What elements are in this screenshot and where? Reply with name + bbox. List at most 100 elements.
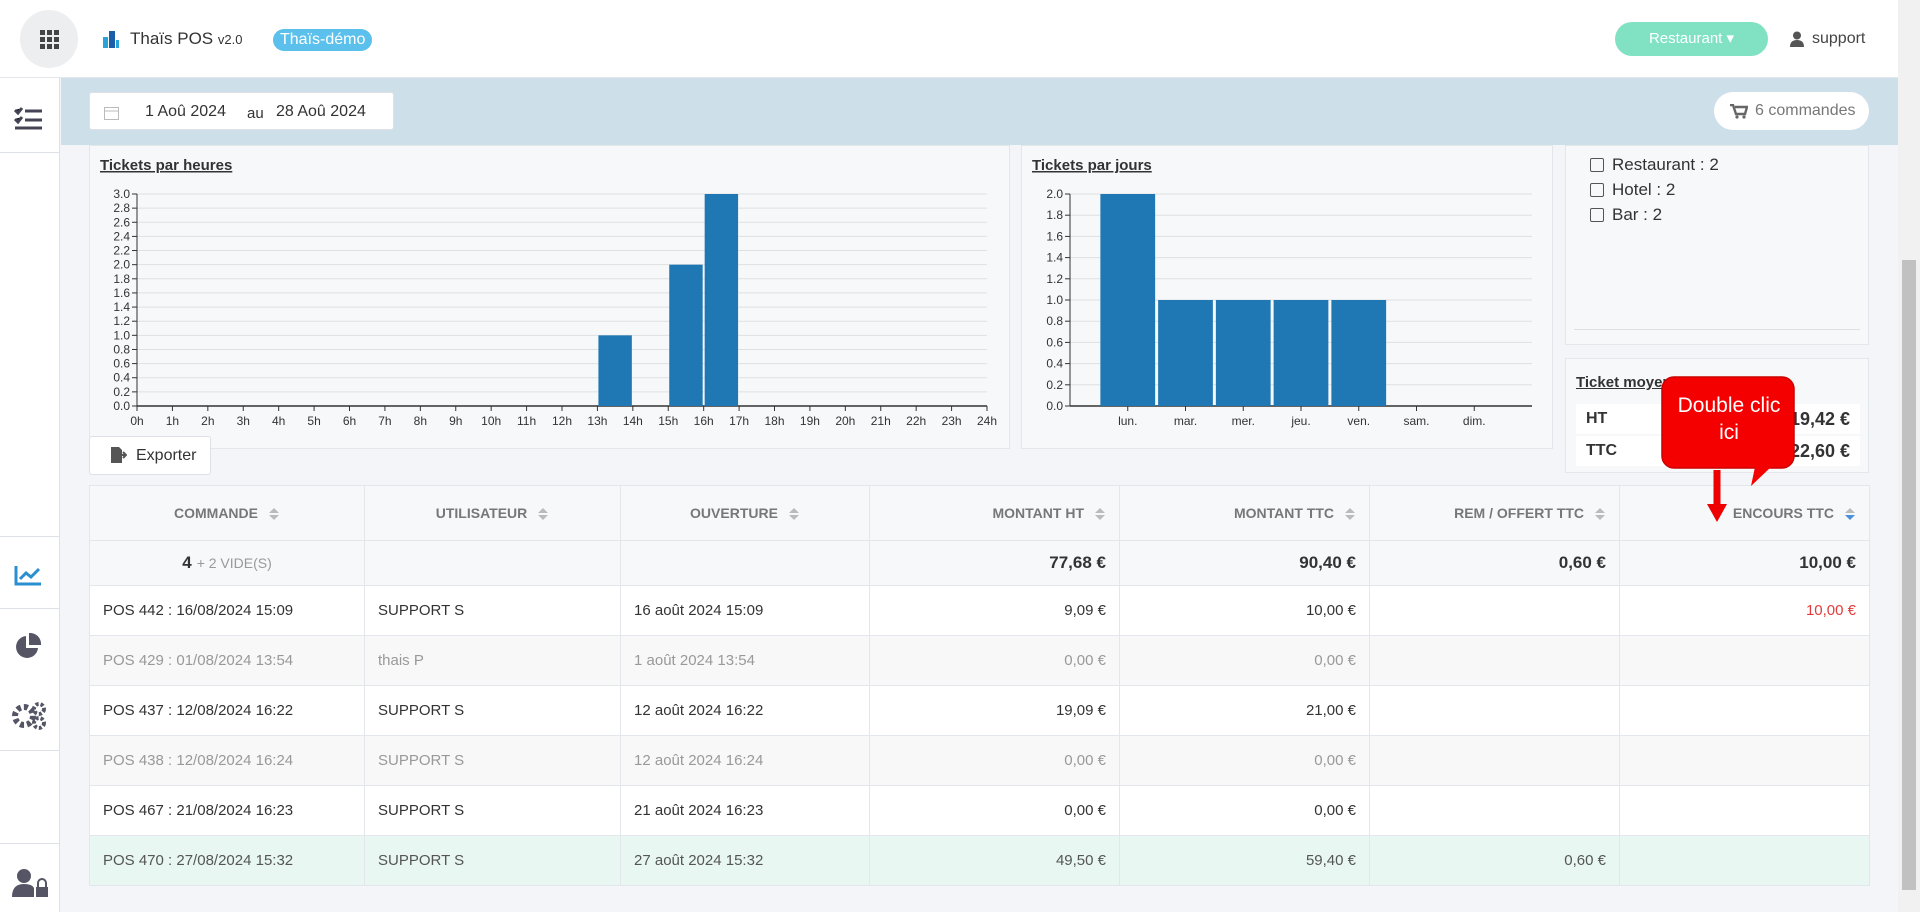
- cell: 16 août 2024 15:09: [620, 585, 870, 636]
- sort-down: [1095, 515, 1105, 521]
- bar: [1158, 300, 1213, 406]
- date-range[interactable]: 1 Aoû 2024 au 28 Aoû 2024: [89, 92, 394, 130]
- header-label: MONTANT TTC: [1233, 504, 1334, 521]
- export-label: Exporter: [136, 447, 197, 464]
- restaurant-button[interactable]: Restaurant ▾: [1615, 22, 1768, 56]
- filter-label: Bar : 2: [1612, 204, 1663, 224]
- cell: POS 467 : 21/08/2024 16:23: [89, 785, 365, 836]
- cell: 9,09 €: [869, 585, 1120, 636]
- cell: [1619, 735, 1870, 786]
- column-header[interactable]: REM / OFFERT TTC: [1369, 485, 1620, 541]
- cell: SUPPORT S: [364, 735, 621, 786]
- column-header[interactable]: MONTANT HT: [869, 485, 1120, 541]
- ticket-value: 22,60 €: [1789, 441, 1850, 461]
- cell: POS 438 : 12/08/2024 16:24: [89, 735, 365, 786]
- order-row[interactable]: POS 467 : 21/08/2024 16:23 SUPPORT S 21 ao…: [89, 785, 1870, 836]
- restaurant-label: Restaurant: [1648, 30, 1723, 47]
- x-tick-label: 14h: [623, 414, 643, 428]
- cell: [1619, 785, 1870, 836]
- x-tick-label: lun.: [1118, 414, 1137, 428]
- filter-option[interactable]: Hotel : 2: [1590, 177, 1719, 202]
- version: v2.0: [217, 32, 243, 47]
- ticket-label: HT: [1586, 410, 1608, 427]
- y-tick-label: 1.0: [113, 328, 130, 342]
- header-label: COMMANDE: [174, 504, 258, 521]
- sort-icon: [538, 508, 549, 521]
- order-row[interactable]: POS 438 : 12/08/2024 16:24 SUPPORT S 12 ao…: [89, 735, 1870, 786]
- checkbox[interactable]: [1590, 207, 1604, 222]
- sort-icon: [1595, 508, 1605, 521]
- sort-icon: [269, 508, 279, 521]
- x-tick-label: 3h: [237, 414, 250, 428]
- user-name[interactable]: support: [1812, 30, 1866, 47]
- cell: 49,50 €: [869, 835, 1120, 886]
- apps-button[interactable]: [20, 10, 78, 68]
- column-header[interactable]: MONTANT TTC: [1119, 485, 1370, 541]
- x-tick-label: 0h: [130, 414, 143, 428]
- summary-empty: + 2 VIDE(S): [196, 555, 272, 571]
- scroll-thumb[interactable]: [1902, 260, 1916, 890]
- sidebar: [0, 78, 60, 912]
- column-header[interactable]: COMMANDE: [89, 485, 365, 541]
- cell: 1 août 2024 13:54: [620, 635, 870, 686]
- cell: 0,60 €: [1369, 835, 1620, 886]
- x-tick-label: 6h: [343, 414, 356, 428]
- y-tick-label: 2.6: [113, 215, 130, 229]
- y-tick-label: 0.0: [113, 399, 130, 413]
- summary-cell: 0,60 €: [1369, 540, 1620, 586]
- ticket-value: 19,42 €: [1789, 409, 1850, 429]
- x-tick-label: 16h: [694, 414, 714, 428]
- export-button[interactable]: Exporter: [89, 436, 211, 475]
- y-tick-label: 1.2: [1046, 272, 1063, 286]
- cell: 12 août 2024 16:24: [620, 735, 870, 786]
- y-tick-label: 1.8: [1046, 208, 1063, 222]
- sort-up: [269, 508, 279, 514]
- sort-up: [1345, 508, 1355, 514]
- order-row[interactable]: POS 442 : 16/08/2024 15:09 SUPPORT S 16 ao…: [89, 585, 1870, 636]
- column-header[interactable]: UTILISATEUR: [364, 485, 621, 541]
- x-tick-label: 20h: [835, 414, 855, 428]
- y-tick-label: 1.6: [1046, 229, 1063, 243]
- sort-down: [1345, 515, 1355, 521]
- bar: [1215, 300, 1271, 406]
- y-tick-label: 0.4: [113, 371, 130, 385]
- y-tick-label: 0.8: [1046, 314, 1063, 328]
- y-tick-label: 0.2: [1046, 378, 1063, 392]
- pie-icon[interactable]: [14, 632, 42, 660]
- cell: POS 470 : 27/08/2024 15:32: [89, 835, 365, 886]
- stats-icon[interactable]: [14, 564, 42, 586]
- checkbox[interactable]: [1590, 157, 1604, 172]
- y-tick-label: 0.8: [113, 342, 130, 356]
- summary-count: 4: [182, 553, 192, 572]
- y-tick-label: 1.6: [113, 286, 130, 300]
- header-label: REM / OFFERT TTC: [1454, 504, 1584, 521]
- orders-table: COMMANDE UTILISATEUR OUVERTURE MONTANT HT MO…: [89, 485, 1870, 886]
- order-row[interactable]: POS 437 : 12/08/2024 16:22 SUPPORT S 12 ao…: [89, 685, 1870, 736]
- checkbox[interactable]: [1590, 182, 1604, 197]
- order-row[interactable]: POS 470 : 27/08/2024 15:32 SUPPORT S 27 ao…: [89, 835, 1870, 886]
- user-lock-icon[interactable]: [12, 868, 48, 898]
- column-header[interactable]: OUVERTURE: [620, 485, 870, 541]
- cart-icon: [1730, 104, 1748, 119]
- chart-panel: Tickets par jours 0.0 0.2 0.4 0.6 0.8 1.0 1.2 1.…: [1021, 145, 1553, 449]
- chart: Tickets par jours 0.0 0.2 0.4 0.6 0.8 1.0 1.2 1.…: [1032, 157, 1532, 428]
- y-tick-label: 0.2: [113, 385, 130, 399]
- cell: 0,00 €: [869, 785, 1120, 836]
- y-tick-label: 2.0: [1046, 187, 1063, 201]
- x-tick-label: 15h: [658, 414, 678, 428]
- orders-pill[interactable]: 6 commandes: [1714, 92, 1869, 130]
- filter-option[interactable]: Bar : 2: [1590, 202, 1719, 227]
- filter-label: Hotel : 2: [1612, 179, 1676, 199]
- bar: [669, 264, 703, 406]
- filter-option[interactable]: Restaurant : 2: [1590, 152, 1719, 177]
- y-tick-label: 2.2: [113, 244, 130, 258]
- panel-title: Ticket moyen: [1576, 374, 1672, 391]
- x-tick-label: 4h: [272, 414, 285, 428]
- list-icon[interactable]: [14, 106, 42, 130]
- demo-badge: Thaïs-démo: [273, 29, 373, 51]
- cell: POS 437 : 12/08/2024 16:22: [89, 685, 365, 736]
- settings-icon[interactable]: [12, 700, 48, 730]
- cell: [1619, 685, 1870, 736]
